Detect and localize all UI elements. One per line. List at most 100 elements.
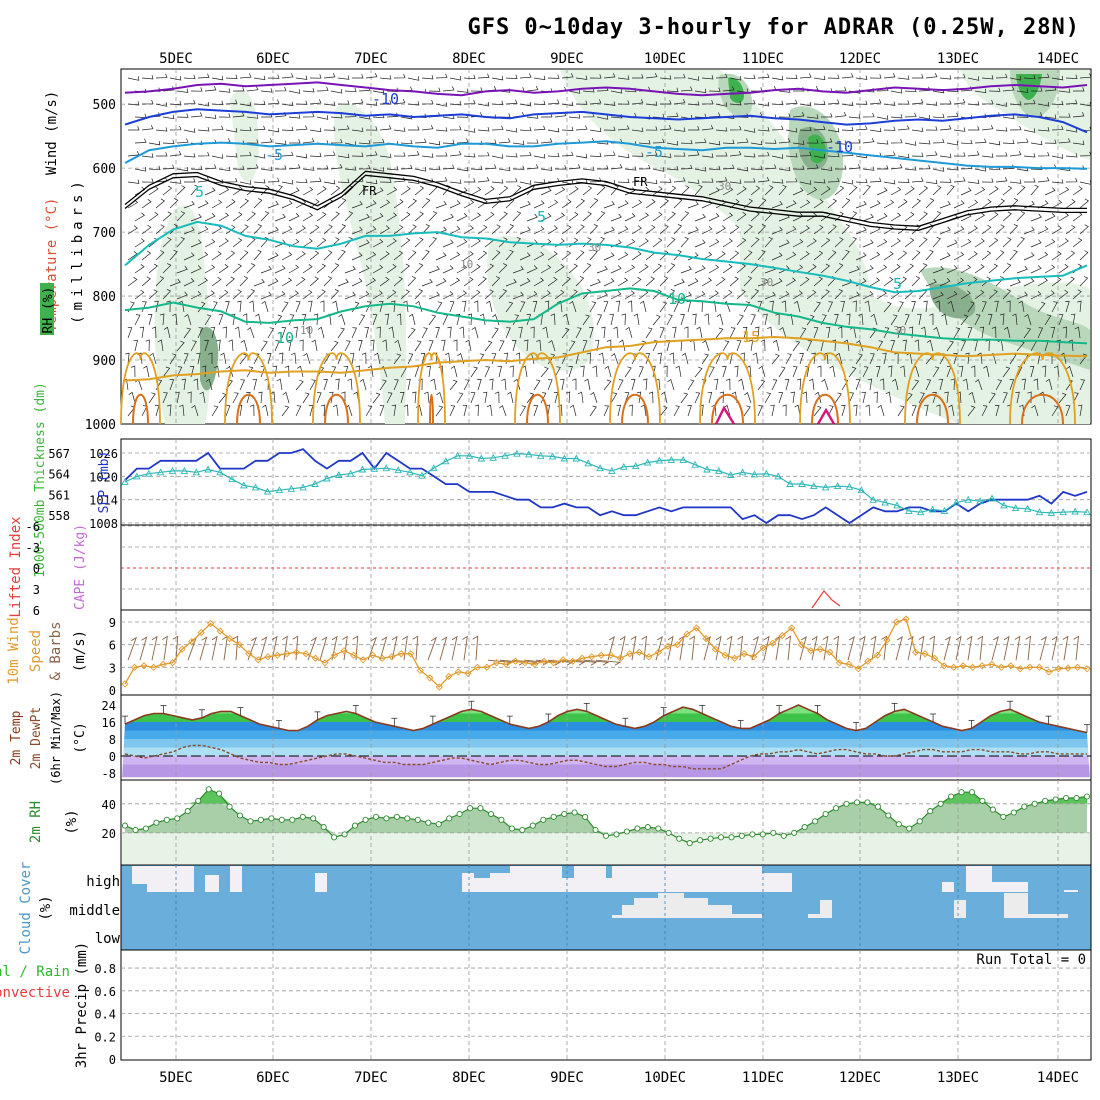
wind-barb — [704, 313, 710, 326]
thickness-marker — [335, 471, 343, 478]
wind-barb — [1030, 184, 1039, 196]
wind-barb — [841, 198, 851, 209]
wind-barb — [755, 326, 760, 339]
wind-barb — [1024, 313, 1032, 326]
wind-barb — [408, 126, 420, 131]
wind-barb — [666, 237, 676, 248]
wind-10m-barb — [172, 635, 179, 661]
wind-barb — [596, 291, 608, 300]
wind-barb — [603, 101, 616, 106]
wind-barb — [596, 185, 606, 196]
wind-barb — [796, 378, 802, 391]
wind-barb — [981, 301, 987, 313]
wind-barb — [232, 112, 245, 118]
wind-barb — [757, 249, 766, 261]
wind-barb — [491, 250, 501, 261]
rh-marker — [613, 831, 620, 838]
wind-barb — [624, 166, 637, 171]
wind-barb — [883, 199, 895, 209]
wind-speed-marker — [1016, 665, 1024, 673]
wind-barb — [939, 278, 951, 287]
wind-barb — [471, 326, 479, 339]
wind-barb — [1051, 276, 1062, 287]
wind-barb — [1050, 326, 1056, 339]
wind-barb — [834, 165, 847, 170]
wind-barb — [806, 264, 817, 274]
wind-barb — [190, 87, 203, 92]
contour-freezing — [124, 174, 1087, 231]
wind-barb — [561, 73, 574, 79]
rh-marker — [508, 825, 515, 832]
wind-barb — [575, 327, 582, 339]
wind-barb — [897, 405, 905, 417]
wind-barb — [792, 290, 803, 300]
wind-barb — [806, 186, 818, 196]
wind-barb — [743, 250, 753, 261]
wind-barb — [988, 392, 996, 404]
rh-marker — [780, 832, 787, 839]
wind-speed-marker — [121, 680, 129, 688]
wind-barb — [507, 391, 514, 404]
wind-barb — [659, 198, 670, 209]
thickness-marker — [928, 505, 937, 513]
wind-barb — [925, 126, 938, 131]
wind-speed-marker — [1035, 663, 1044, 671]
wind-barb — [344, 340, 351, 352]
wind-barb — [702, 339, 710, 352]
wind-barb — [613, 326, 619, 339]
wind-barb — [1079, 180, 1092, 185]
thickness-marker — [786, 480, 794, 487]
wind-speed-marker — [854, 665, 863, 673]
rh-marker — [770, 829, 777, 836]
wind-barb — [743, 198, 754, 209]
wind-barb — [211, 100, 224, 106]
wind-10m-barb — [367, 636, 378, 661]
wind-barb — [379, 153, 392, 158]
wind-barb — [281, 101, 294, 107]
wind-barb — [911, 198, 922, 209]
wind-10m-barb — [427, 636, 438, 661]
wind-barb — [1002, 185, 1013, 196]
wind-barb — [888, 365, 893, 378]
wind-barb — [316, 392, 322, 404]
wind-barb — [785, 225, 797, 235]
wind-barb — [648, 391, 654, 404]
wind-barb — [526, 213, 538, 222]
thickness-marker — [251, 483, 260, 491]
precip-tick-label: 0.8 — [94, 962, 116, 976]
wind-barb — [358, 164, 371, 170]
wind-barb — [659, 224, 669, 235]
wind-barb — [715, 73, 728, 79]
wind-barb — [925, 278, 937, 287]
wind-barb — [141, 199, 152, 209]
wind-barb — [694, 138, 707, 144]
wind-barb — [569, 300, 577, 313]
wind-barb — [358, 290, 370, 300]
wind-speed-marker — [245, 650, 253, 658]
thickness-marker — [750, 470, 759, 478]
wind-barb — [834, 185, 845, 196]
wind-barb — [729, 101, 742, 106]
wind-10m-barb — [547, 659, 574, 666]
wind-barb — [603, 379, 612, 391]
wind-barb — [876, 238, 888, 248]
wind-barb — [1079, 224, 1089, 235]
wind-barb — [967, 301, 975, 313]
wind-barb — [645, 126, 658, 131]
wind-barb — [827, 99, 840, 105]
wind-barb — [449, 125, 462, 131]
wind-barb — [281, 405, 290, 417]
wind-barb — [1024, 178, 1036, 183]
wind-barb — [384, 313, 390, 326]
wind-barb — [814, 391, 822, 404]
top-date-label: 6DEC — [256, 51, 290, 67]
wind-barb — [575, 250, 585, 261]
wind-speed-marker — [502, 660, 510, 668]
wind-barb — [489, 378, 494, 391]
wind-10m-barb — [307, 636, 318, 661]
wind-speed-marker — [492, 659, 501, 667]
wind-barb — [687, 179, 700, 184]
wind-barb — [155, 198, 166, 209]
wind-barb — [946, 265, 958, 274]
